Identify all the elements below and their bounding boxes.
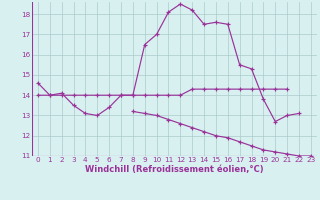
X-axis label: Windchill (Refroidissement éolien,°C): Windchill (Refroidissement éolien,°C) [85,165,264,174]
